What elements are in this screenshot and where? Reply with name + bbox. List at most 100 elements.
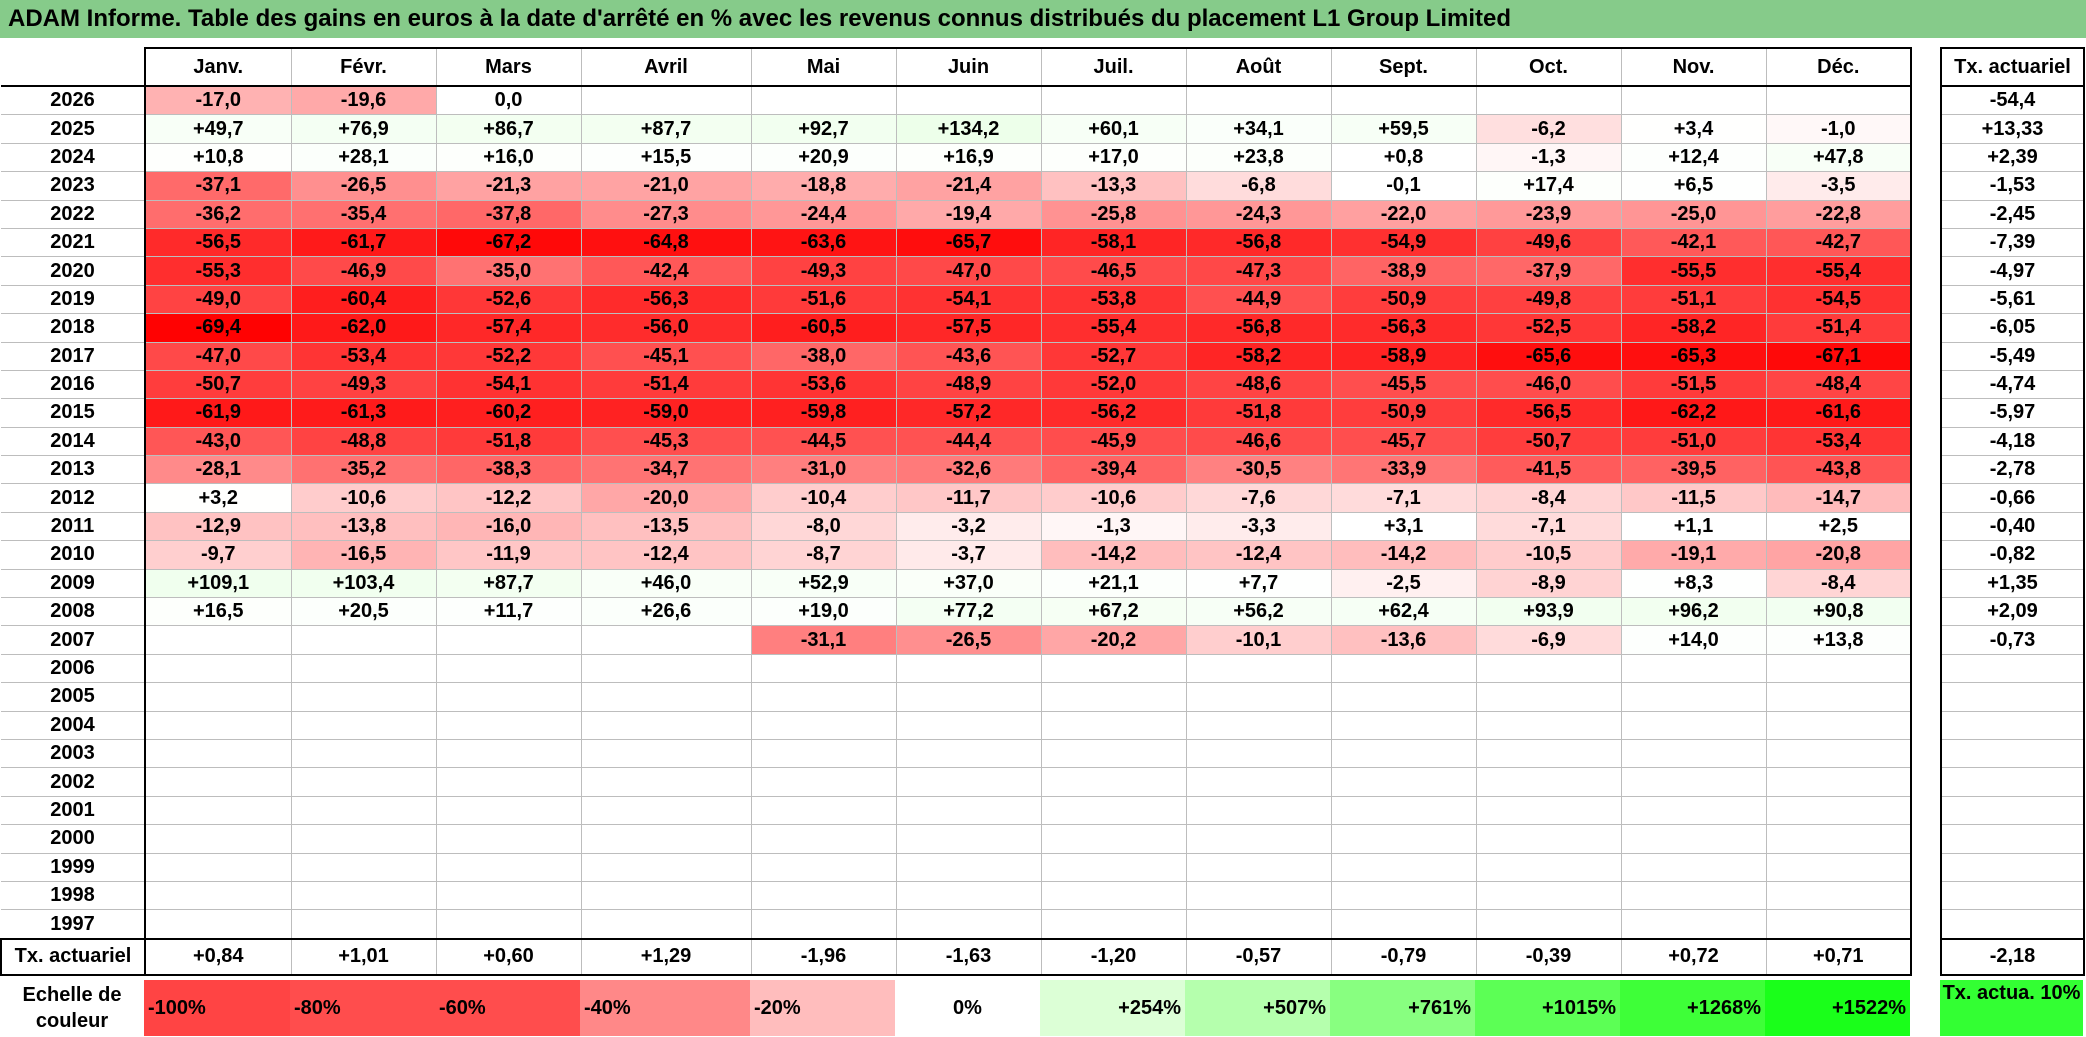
value-cell: -14,7 bbox=[1765, 483, 1912, 513]
table-row: 2008 +16,5 +20,5 +11,7 +26,6 +19,0 +77,2 +67,2 +… bbox=[1, 597, 1912, 627]
side-row: +2,09 bbox=[1940, 597, 2085, 627]
side-row bbox=[1940, 853, 2085, 882]
value-cell: -43,6 bbox=[895, 341, 1042, 371]
value-cell bbox=[1765, 738, 1912, 769]
value-cell bbox=[1620, 880, 1767, 911]
value-cell: -46,5 bbox=[1040, 256, 1187, 286]
value-cell: -3,2 bbox=[895, 511, 1042, 542]
value-cell: -2,5 bbox=[1330, 568, 1477, 599]
value-cell: -35,0 bbox=[435, 256, 582, 286]
value-cell bbox=[1185, 880, 1332, 911]
value-cell bbox=[1330, 824, 1477, 854]
value-cell bbox=[1330, 852, 1477, 882]
value-cell bbox=[1185, 852, 1332, 882]
year-label: 2022 bbox=[1, 199, 146, 229]
value-cell: -44,9 bbox=[1185, 284, 1332, 315]
value-cell: -26,5 bbox=[290, 171, 437, 201]
value-cell bbox=[1330, 909, 1477, 940]
month-header: Mai bbox=[750, 47, 897, 87]
value-cell: -19,4 bbox=[895, 199, 1042, 229]
side-header: Tx. actuariel bbox=[1940, 47, 2085, 87]
corner-cell bbox=[1, 48, 145, 87]
value-cell bbox=[1475, 909, 1622, 940]
value-cell bbox=[895, 824, 1042, 854]
side-row bbox=[1940, 881, 2085, 911]
value-cell bbox=[1620, 909, 1767, 940]
value-cell: +12,4 bbox=[1620, 142, 1767, 173]
month-header: Déc. bbox=[1765, 47, 1912, 87]
value-cell: -47,0 bbox=[895, 256, 1042, 286]
value-cell: -17,0 bbox=[144, 85, 292, 116]
value-cell: -31,1 bbox=[750, 625, 897, 655]
value-cell: +0,8 bbox=[1330, 142, 1477, 173]
year-label: 2020 bbox=[1, 256, 146, 286]
value-cell: -58,2 bbox=[1185, 341, 1332, 371]
value-cell: +67,2 bbox=[1040, 597, 1187, 627]
value-cell bbox=[290, 653, 437, 684]
header-row: Janv. Févr. Mars Avril Mai Juin Juil. Août Sept.… bbox=[1, 47, 1912, 87]
actuarial-cell: +2,09 bbox=[1940, 597, 2085, 627]
year-label: 1999 bbox=[1, 852, 146, 882]
value-cell bbox=[435, 682, 582, 712]
value-cell bbox=[580, 710, 752, 740]
value-cell: +15,5 bbox=[580, 142, 752, 173]
value-cell: -3,3 bbox=[1185, 511, 1332, 542]
value-cell: +17,0 bbox=[1040, 142, 1187, 173]
year-label: 2017 bbox=[1, 341, 146, 371]
side-row: -6,05 bbox=[1940, 313, 2085, 343]
value-cell: -52,0 bbox=[1040, 369, 1187, 400]
table-row: 2023 -37,1 -26,5 -21,3 -21,0 -18,8 -21,4 -13,3-… bbox=[1, 171, 1912, 201]
value-cell: -51,4 bbox=[1765, 313, 1912, 343]
table-row: 1997 bbox=[1, 909, 1912, 940]
value-cell: -20,8 bbox=[1765, 540, 1912, 570]
value-cell: -41,5 bbox=[1475, 455, 1622, 485]
value-cell bbox=[580, 653, 752, 684]
value-cell: -56,5 bbox=[1475, 398, 1622, 428]
month-header: Janv. bbox=[144, 47, 292, 87]
value-cell bbox=[144, 909, 292, 940]
value-cell bbox=[435, 625, 582, 655]
value-cell: -57,2 bbox=[895, 398, 1042, 428]
value-cell: -37,1 bbox=[144, 171, 292, 201]
value-cell: -61,3 bbox=[290, 398, 437, 428]
value-cell: -51,0 bbox=[1620, 426, 1767, 457]
value-cell: -24,3 bbox=[1185, 199, 1332, 229]
value-cell: -59,8 bbox=[750, 398, 897, 428]
actuarial-cell: -2,45 bbox=[1940, 200, 2085, 229]
actuarial-cell: -7,39 bbox=[1940, 228, 2085, 258]
side-row: -2,78 bbox=[1940, 455, 2085, 485]
year-label: 2010 bbox=[1, 540, 146, 570]
value-cell bbox=[1330, 710, 1477, 740]
value-cell: -36,2 bbox=[144, 199, 292, 229]
value-cell: -46,6 bbox=[1185, 426, 1332, 457]
value-cell bbox=[144, 682, 292, 712]
value-cell: +1,1 bbox=[1620, 511, 1767, 542]
value-cell: -61,9 bbox=[144, 398, 292, 428]
actuarial-cell: -2,78 bbox=[1940, 455, 2085, 485]
color-scale-step: +761% bbox=[1330, 980, 1475, 1036]
color-scale-step: +1522% bbox=[1765, 980, 1910, 1036]
side-row: +2,39 bbox=[1940, 143, 2085, 173]
side-header-row: Tx. actuariel bbox=[1940, 47, 2085, 87]
value-cell: -48,9 bbox=[895, 369, 1042, 400]
value-cell: +20,5 bbox=[290, 597, 437, 627]
table-row: 2022 -36,2 -35,4 -37,8 -27,3 -24,4 -19,4 -25,8-… bbox=[1, 199, 1912, 229]
value-cell bbox=[1185, 909, 1332, 940]
side-row: -54,4 bbox=[1940, 86, 2085, 116]
table-row: 2005 bbox=[1, 682, 1912, 712]
actuarial-cell: -4,97 bbox=[1940, 256, 2085, 286]
year-label: 2013 bbox=[1, 455, 146, 485]
value-cell: -62,2 bbox=[1620, 398, 1767, 428]
value-cell: +16,9 bbox=[895, 142, 1042, 173]
value-cell: -46,0 bbox=[1475, 369, 1622, 400]
table-row: 2026 -17,0 -19,6 0,0 bbox=[1, 85, 1912, 116]
value-cell: +14,0 bbox=[1620, 625, 1767, 655]
value-cell bbox=[580, 795, 752, 826]
side-row bbox=[1940, 909, 2085, 940]
side-row bbox=[1940, 711, 2085, 740]
value-cell: -25,8 bbox=[1040, 199, 1187, 229]
table-row: 2001 bbox=[1, 795, 1912, 826]
value-cell bbox=[290, 824, 437, 854]
color-scale-row: Echelle de couleur -100% -80% -60% -40% -20% 0… bbox=[0, 980, 1910, 1036]
value-cell: -48,4 bbox=[1765, 369, 1912, 400]
